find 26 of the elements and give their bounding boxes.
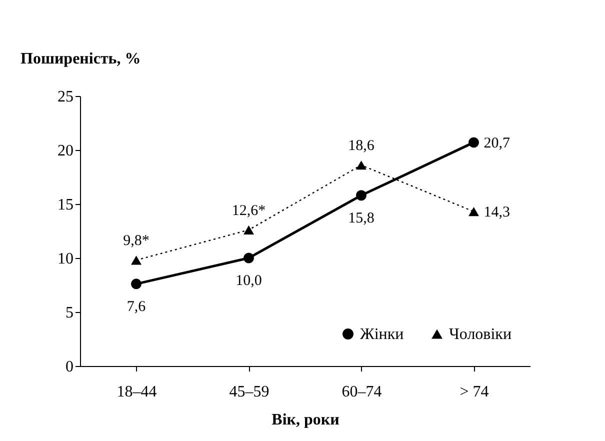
point: [131, 256, 142, 265]
x-tick-label: 45–59: [229, 384, 270, 400]
data-label: 9,8*: [123, 233, 150, 250]
data-label: 14,3: [484, 204, 510, 221]
y-axis-title: Поширеність, %: [20, 50, 141, 68]
data-label: 12,6*: [232, 202, 266, 219]
point: [356, 160, 366, 170]
legend-label: Жінки: [360, 326, 404, 343]
x-tick-label: > 74: [460, 384, 489, 400]
point: [468, 207, 479, 216]
y-tick-label: 5: [66, 304, 74, 322]
x-tick-label: 60–74: [342, 384, 382, 400]
y-tick-label: 0: [66, 358, 74, 376]
x-tick-label: 18–44: [116, 384, 157, 400]
data-label: 15,8: [348, 210, 374, 226]
point: [244, 225, 254, 234]
data-label: 18,6: [348, 138, 375, 154]
y-tick-label: 25: [58, 88, 74, 106]
x-axis-title: Вік, роки: [272, 412, 340, 428]
data-label: 20,7: [484, 135, 510, 152]
y-tick-label: 10: [58, 250, 74, 268]
y-tick-label: 20: [58, 142, 74, 160]
data-label: 10,0: [236, 273, 262, 289]
y-tick-label: 15: [58, 196, 74, 214]
data-label: 7,6: [126, 298, 146, 315]
legend-label: Чоловіки: [449, 326, 512, 343]
